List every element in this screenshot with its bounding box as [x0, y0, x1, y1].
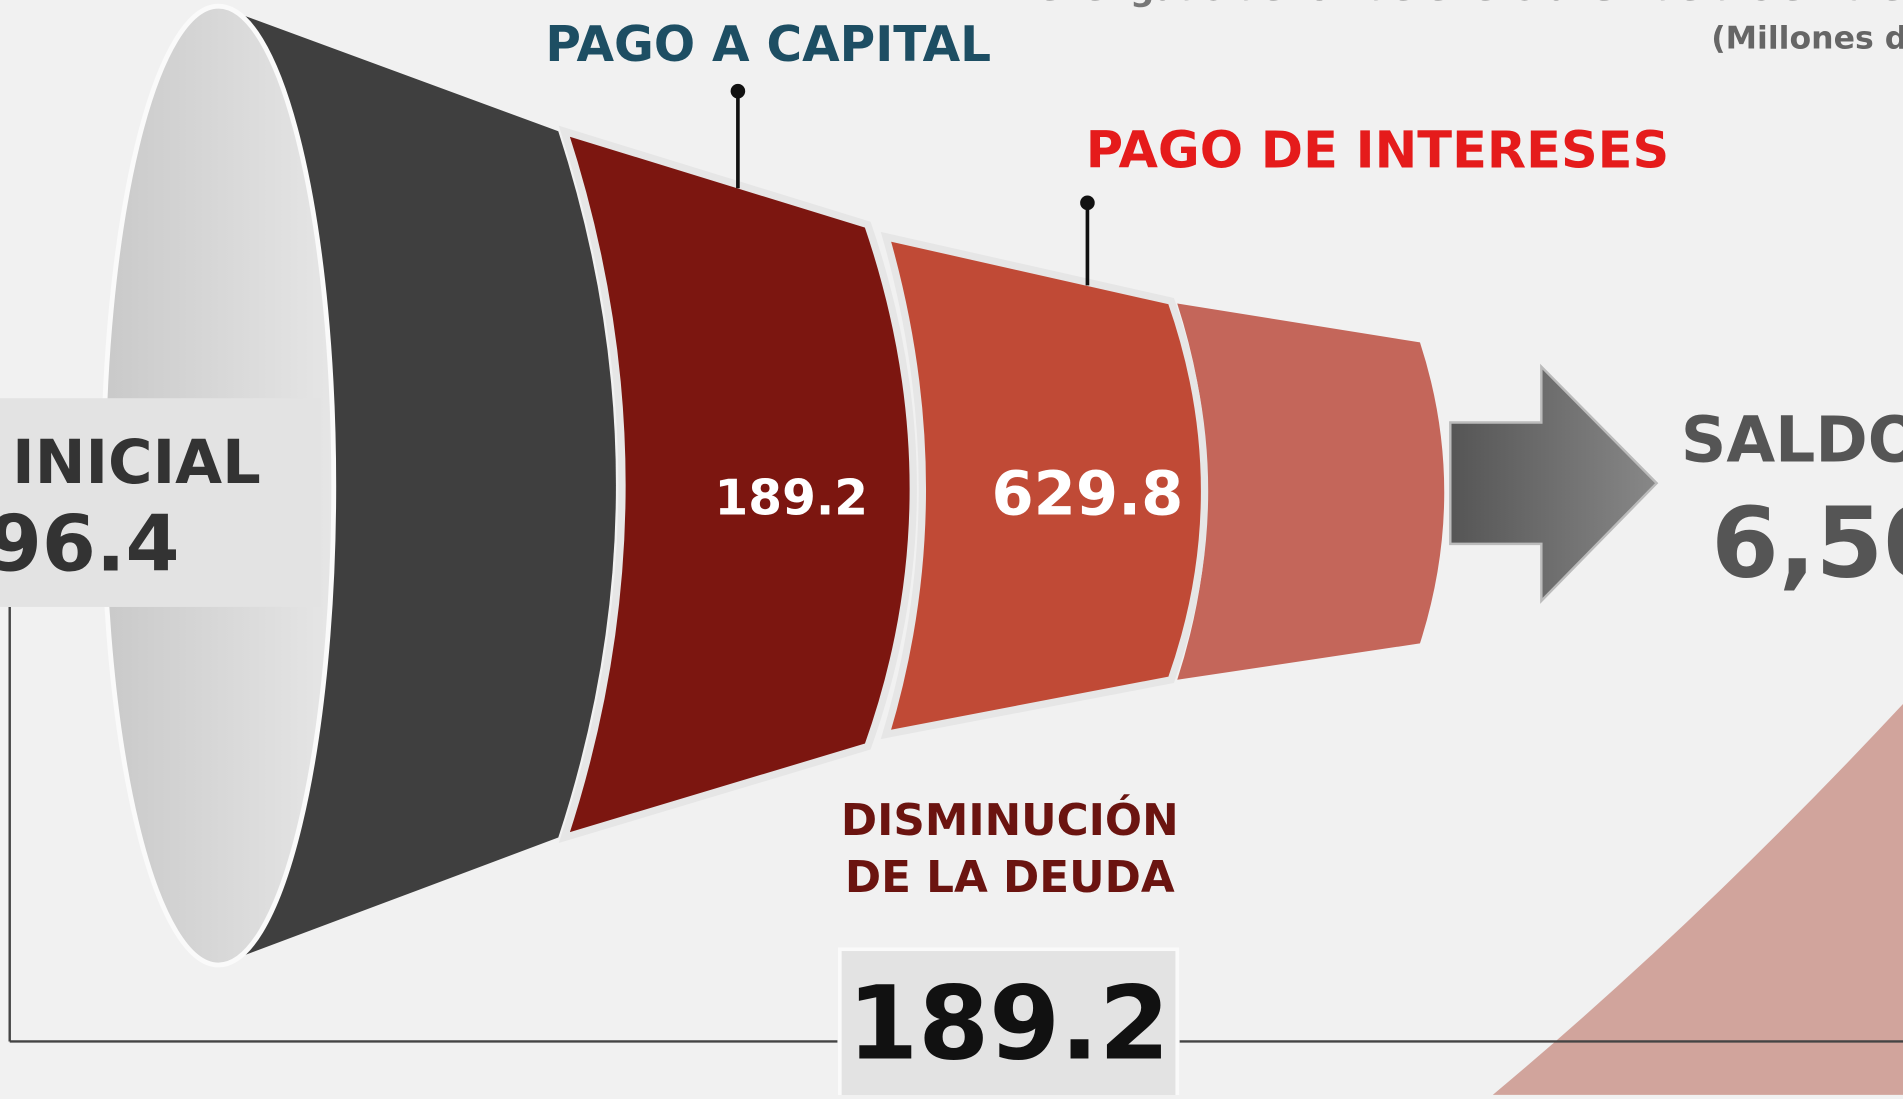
disminucion-line1: DISMINUCIÓN: [841, 793, 1179, 846]
inicial-label: INICIAL: [12, 428, 261, 498]
intereses-value: 629.8: [991, 460, 1183, 530]
disminucion-value: 189.2: [847, 964, 1169, 1083]
funnel-segment: [1177, 304, 1444, 680]
capital-label: PAGO A CAPITAL: [545, 17, 991, 73]
pointer-dot: [1080, 196, 1095, 211]
inicial-value: 96.4: [0, 500, 179, 590]
saldo-value: 6,50: [1711, 487, 1903, 600]
header-units: (Millones de pesos): [1711, 21, 1903, 57]
saldo-label: SALDO: [1681, 402, 1903, 476]
capital-value: 189.2: [715, 471, 869, 527]
header-title: Devengado del 01 de enero al 31 de dicie…: [1009, 0, 1903, 9]
infographic: INICIAL 96.4 Devengado del 01 de enero a…: [0, 0, 1903, 1095]
pointer-dot: [731, 84, 746, 99]
page: INICIAL 96.4 Devengado del 01 de enero a…: [0, 0, 1903, 1095]
disminucion-line2: DE LA DEUDA: [845, 852, 1175, 903]
intereses-label: PAGO DE INTERESES: [1086, 122, 1669, 181]
